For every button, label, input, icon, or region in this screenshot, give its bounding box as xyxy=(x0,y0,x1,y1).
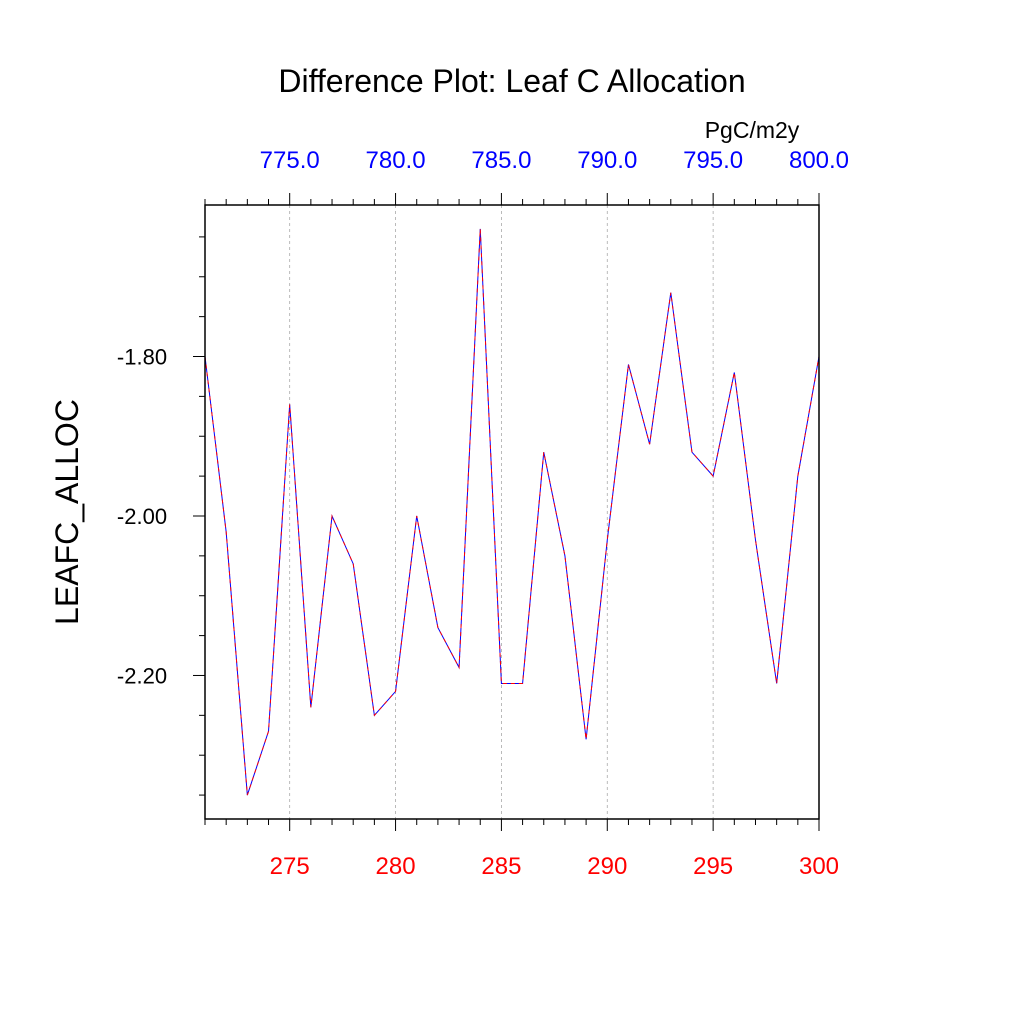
series-layer xyxy=(204,228,820,796)
x-tick-label-top: 790.0 xyxy=(577,147,637,174)
x-tick-label-bottom: 295 xyxy=(693,853,733,880)
x-tick-label-bottom: 285 xyxy=(481,853,521,880)
x-tick-label-bottom: 290 xyxy=(587,853,627,880)
x-tick-label-top: 800.0 xyxy=(789,147,849,174)
chart-title: Difference Plot: Leaf C Allocation xyxy=(278,63,745,99)
y-tick-label: -2.20 xyxy=(117,663,167,688)
x-tick-label-top: 795.0 xyxy=(683,147,743,174)
y-axis-label: LEAFC_ALLOC xyxy=(49,399,85,625)
x-tick-label-top: 785.0 xyxy=(471,147,531,174)
series-line-difference xyxy=(204,228,820,796)
x-tick-label-bottom: 300 xyxy=(799,853,839,880)
x-tick-label-bottom: 280 xyxy=(376,853,416,880)
units-label: PgC/m2y xyxy=(705,117,800,143)
plot-frame xyxy=(204,204,820,820)
minor-ticks xyxy=(193,193,820,831)
x-tick-label-bottom: 275 xyxy=(270,853,310,880)
grid-layer xyxy=(289,205,714,819)
x-tick-label-top: 775.0 xyxy=(260,147,320,174)
tick-labels: 275 280 285 290 295 300 775.0 780.0 785.0 790.0 79… xyxy=(117,147,849,880)
y-tick-label: -2.00 xyxy=(117,504,167,529)
x-tick-label-top: 780.0 xyxy=(366,147,426,174)
series-line-difference-dashed xyxy=(204,228,820,796)
y-tick-label: -1.80 xyxy=(117,345,167,370)
